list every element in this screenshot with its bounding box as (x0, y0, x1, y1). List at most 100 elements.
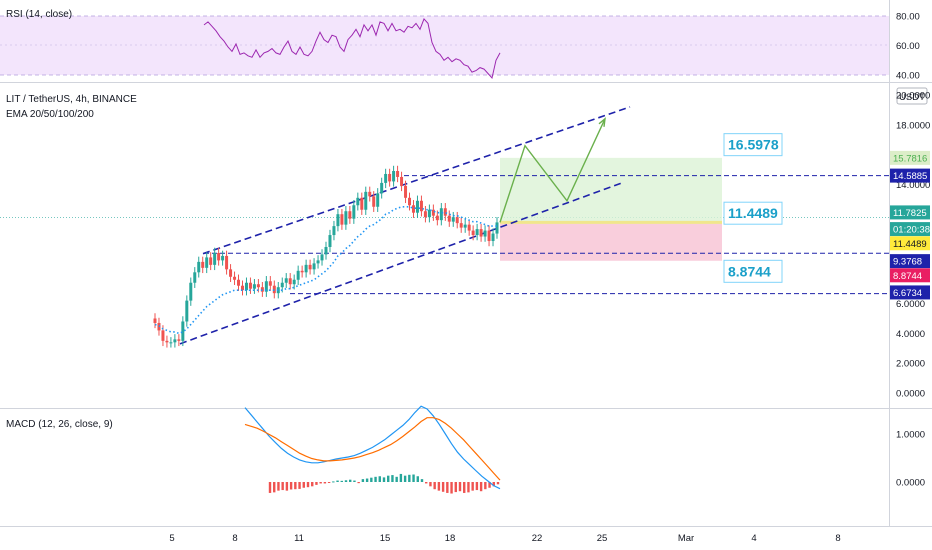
macd-histogram-bar (450, 482, 453, 494)
price-annotation-box (723, 133, 783, 157)
price-tag-bg (890, 254, 930, 269)
candle-body (388, 173, 392, 182)
rsi-pane[interactable]: RSI (14, close) 80.00 60.00 40.00 (0, 9, 920, 82)
price-tick-label: 6.0000 (896, 299, 925, 310)
candle-body (348, 211, 352, 219)
candle-body (491, 233, 495, 242)
macd-histogram-bar (378, 476, 381, 482)
macd-histogram-bar (429, 482, 432, 487)
candle-body (439, 208, 443, 221)
price-tag-bg (890, 168, 930, 183)
macd-series-line (244, 417, 501, 481)
candle-body (300, 270, 304, 273)
candle-body (455, 217, 459, 224)
candle-body (209, 257, 213, 265)
macd-histogram-bar (412, 474, 415, 482)
macd-histogram-bar (458, 482, 462, 492)
macd-histogram-bar (268, 482, 272, 493)
symbol-title: LIT / TetherUS, 4h, BINANCE (6, 94, 137, 105)
macd-histogram-bar (298, 482, 301, 489)
macd-histogram-bar (420, 479, 424, 482)
price-tag-label: 15.7816 (893, 153, 927, 164)
price-annotation-box (723, 259, 783, 283)
macd-histogram-bar (336, 480, 339, 482)
candle-body (252, 284, 256, 289)
macd-histogram-bar (479, 482, 483, 492)
candle-body (173, 339, 177, 343)
macd-histogram-bar (289, 482, 293, 490)
currency-button[interactable]: USDT (896, 87, 928, 105)
candle-body (181, 321, 185, 341)
candle-body (292, 279, 296, 285)
macd-histogram-bar (357, 482, 360, 484)
price-tag-bg (890, 236, 930, 251)
macd-histogram-bar (365, 478, 369, 482)
candle-body (312, 263, 316, 270)
time-tick-label: 11 (294, 533, 304, 544)
candle-body (197, 261, 201, 273)
candle-body (435, 215, 439, 221)
macd-tick-label: 0.0000 (896, 478, 925, 489)
macd-histogram-bar (311, 482, 314, 487)
price-annotation-label: 16.5978 (728, 137, 779, 153)
time-tick-label: 4 (751, 533, 756, 544)
macd-title: MACD (12, 26, close, 9) (6, 419, 113, 430)
macd-tick-label: 1.0000 (896, 430, 925, 441)
price-tag-label: 11.7825 (893, 208, 927, 219)
candle-body (479, 229, 483, 237)
time-axis[interactable]: 5 8 11 15 18 22 25 Mar 4 8 (169, 533, 840, 544)
candle-body (244, 282, 248, 291)
candle-body (451, 217, 455, 222)
candle-body (201, 261, 205, 268)
candle-body (165, 340, 169, 343)
price-tag-bg (890, 205, 930, 220)
macd-histogram-bar (323, 482, 327, 484)
rsi-title: RSI (14, close) (6, 9, 72, 20)
macd-histogram-bar (273, 482, 276, 493)
target-zone (500, 157, 722, 223)
macd-histogram-bar (403, 475, 407, 482)
price-tag-label: 14.5885 (893, 171, 927, 182)
macd-histogram-bar (433, 482, 436, 490)
price-tick-label: 0.0000 (896, 389, 925, 400)
candle-body (225, 255, 229, 270)
candle-body (229, 269, 233, 277)
candle-body (256, 284, 260, 288)
price-tag-label: 01:20:38 (893, 225, 930, 236)
rsi-tick-label: 80.00 (896, 12, 920, 23)
time-tick-label: 8 (835, 533, 840, 544)
macd-histogram-bar (349, 479, 352, 482)
candle-body (475, 229, 479, 236)
price-tag-label: 11.4489 (893, 239, 927, 250)
time-tick-label: 25 (597, 533, 608, 544)
candle-body (404, 185, 408, 198)
candle-body (384, 173, 388, 183)
candle-body (332, 226, 336, 236)
candle-body (447, 215, 451, 222)
candle-body (240, 285, 244, 291)
macd-histogram-bar (374, 476, 377, 482)
price-tick-label: 14.0000 (896, 180, 930, 191)
candle-body (316, 260, 320, 264)
macd-pane[interactable]: MACD (12, 26, close, 9) 1.0000 0.0000 (6, 405, 925, 494)
rsi-tick-label: 60.00 (896, 41, 920, 52)
candle-body (459, 223, 463, 228)
price-tag-bg (890, 150, 930, 165)
candle-body (380, 182, 384, 194)
macd-histogram-bar (332, 481, 335, 483)
macd-histogram-bar (327, 482, 331, 483)
price-pane[interactable]: LIT / TetherUS, 4h, BINANCE EMA 20/50/10… (0, 87, 930, 400)
macd-histogram-bar (370, 477, 373, 482)
macd-histogram-bar (277, 482, 280, 491)
candle-body (284, 278, 288, 283)
candle-body (463, 224, 467, 228)
candle-body (495, 222, 499, 234)
candle-body (467, 224, 471, 231)
candle-body (169, 342, 173, 344)
candle-body (471, 230, 475, 236)
macd-histogram-bar (391, 475, 394, 482)
candle-body (280, 282, 284, 288)
macd-histogram-bar (437, 482, 441, 491)
stop-zone (500, 222, 722, 261)
